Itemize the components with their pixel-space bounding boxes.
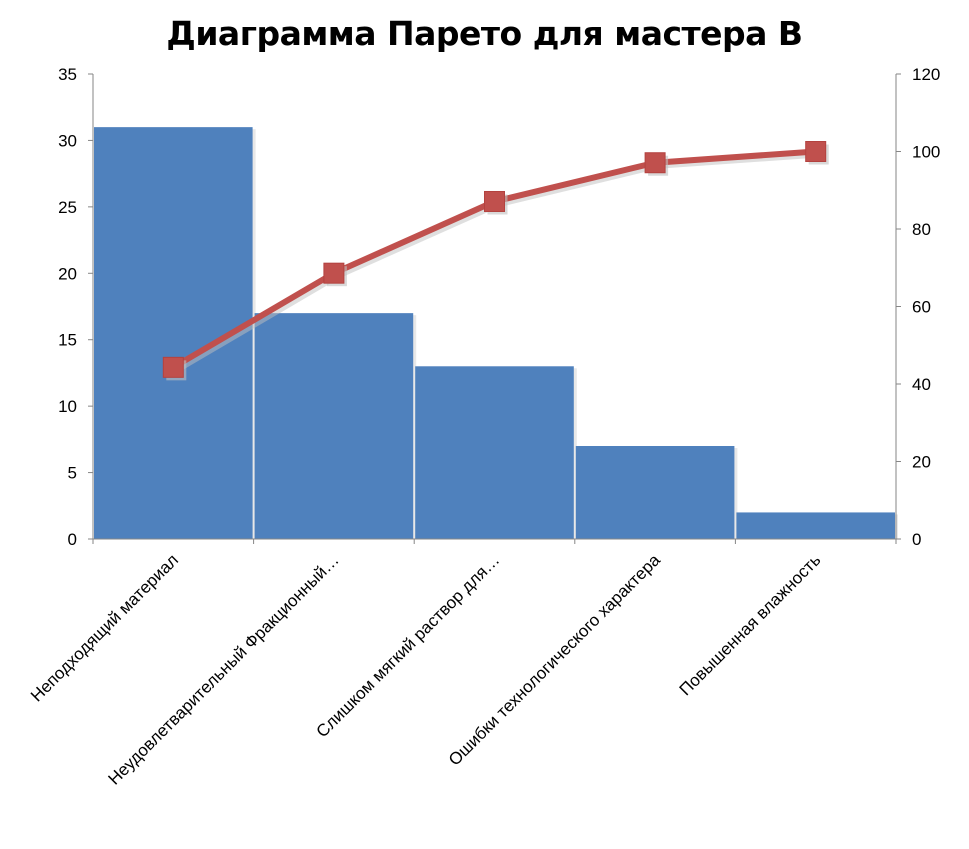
right-tick-label: 0 bbox=[912, 530, 921, 549]
bar bbox=[254, 313, 414, 539]
cumulative-point bbox=[484, 190, 505, 212]
line-layer bbox=[162, 141, 829, 381]
chart-title: Диаграмма Парето для мастера В bbox=[166, 14, 803, 53]
left-tick-label: 20 bbox=[58, 264, 77, 283]
right-tick-label: 20 bbox=[912, 453, 931, 472]
right-tick-label: 100 bbox=[912, 143, 940, 162]
right-tick-label: 80 bbox=[912, 220, 931, 239]
bar bbox=[575, 446, 735, 539]
left-tick-label: 5 bbox=[68, 464, 77, 483]
left-tick-label: 10 bbox=[58, 397, 77, 416]
left-tick-label: 0 bbox=[68, 530, 77, 549]
left-tick-label: 35 bbox=[58, 65, 77, 84]
axes-layer bbox=[88, 73, 901, 544]
left-tick-label: 30 bbox=[58, 131, 77, 150]
category-label: Неподходящий материал bbox=[27, 550, 182, 705]
right-tick-label: 40 bbox=[912, 375, 931, 394]
cumulative-point bbox=[644, 152, 666, 174]
left-tick-label: 25 bbox=[58, 198, 77, 217]
cumulative-point bbox=[323, 262, 345, 284]
bars-layer bbox=[94, 127, 898, 540]
right-tick-label: 60 bbox=[912, 298, 931, 317]
left-tick-label: 15 bbox=[58, 331, 77, 350]
bar bbox=[415, 366, 574, 539]
category-label: Слишком мягкий раствор для… bbox=[313, 550, 504, 741]
right-tick-label: 120 bbox=[912, 65, 940, 84]
cumulative-point bbox=[162, 356, 184, 378]
category-label: Повышенная влажность bbox=[676, 550, 825, 699]
bar bbox=[736, 512, 895, 539]
cumulative-point bbox=[805, 141, 827, 162]
